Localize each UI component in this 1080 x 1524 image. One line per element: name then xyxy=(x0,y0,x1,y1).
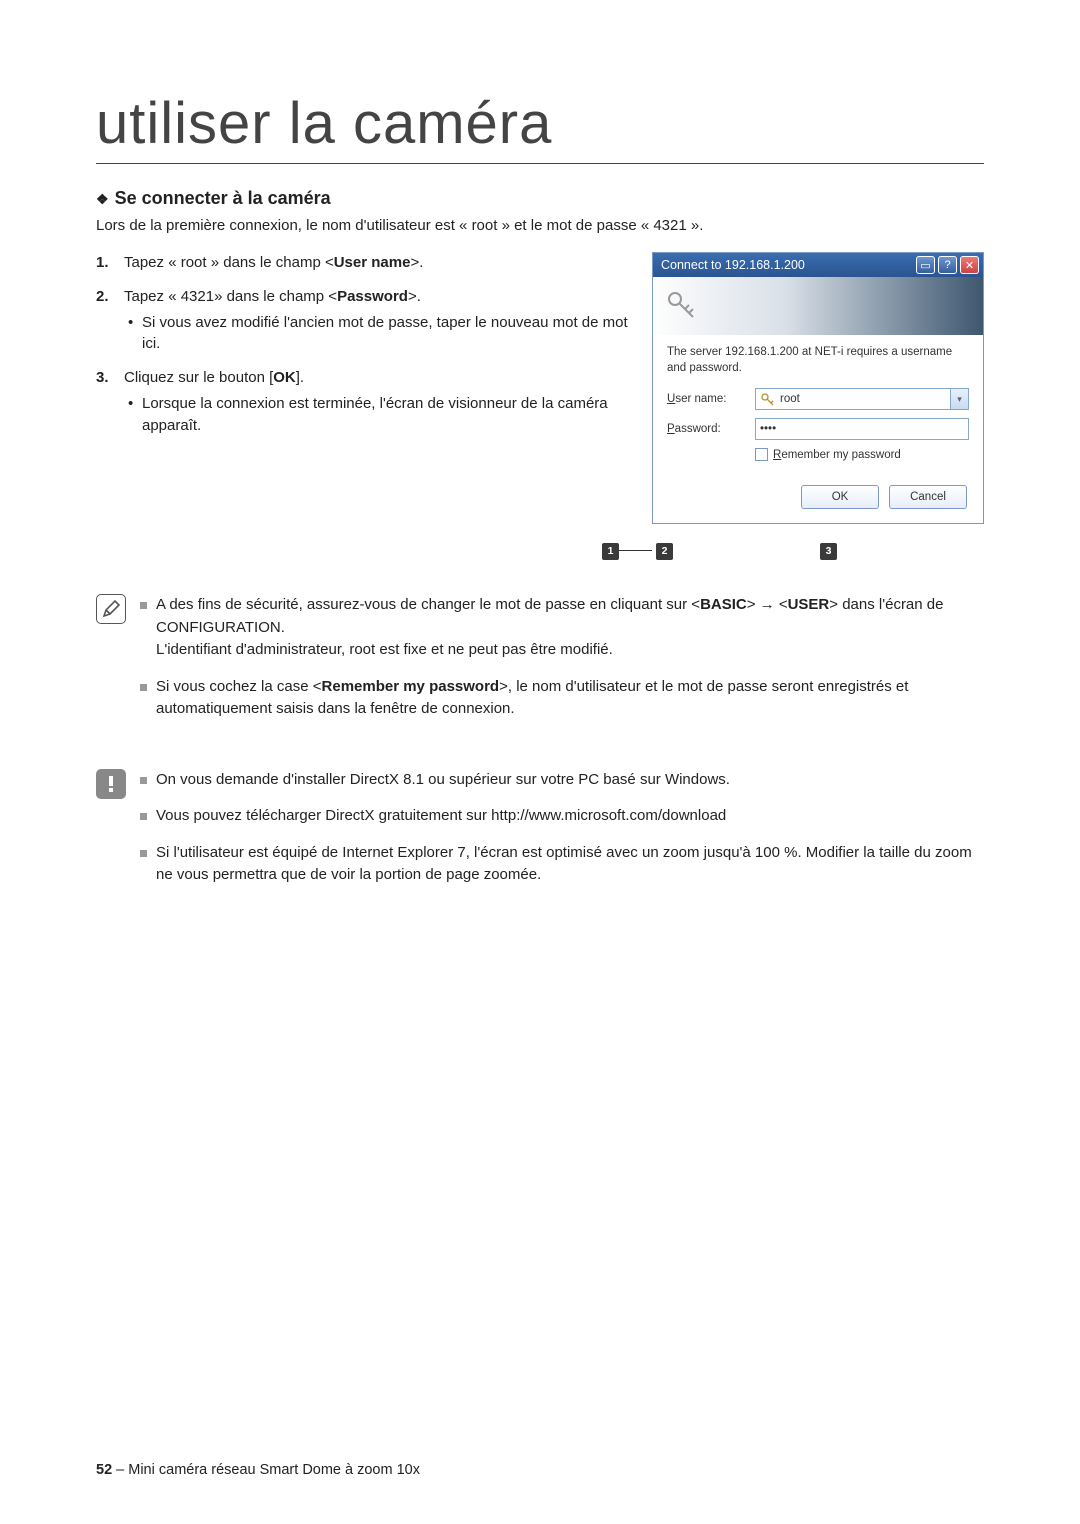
step-3-sub: Lorsque la connexion est terminée, l'écr… xyxy=(142,393,642,437)
username-input[interactable]: root ▾ xyxy=(755,388,969,410)
username-label: User name: xyxy=(667,393,745,405)
remember-row[interactable]: Remember my password xyxy=(667,448,969,461)
note2-item-a: On vous demande d'installer DirectX 8.1 … xyxy=(140,769,984,792)
step-2: 2. Tapez « 4321» dans le champ <Password… xyxy=(124,286,642,355)
step-2-bold: Password xyxy=(337,288,408,305)
callout-marker-1: 1 xyxy=(602,543,619,560)
footer-text: – Mini caméra réseau Smart Dome à zoom 1… xyxy=(112,1462,420,1478)
step-3: 3. Cliquez sur le bouton [OK]. Lorsque l… xyxy=(124,367,642,436)
step-3-bold: OK xyxy=(273,369,296,386)
step-1: 1. Tapez « root » dans le champ <User na… xyxy=(124,252,642,274)
password-label: Password: xyxy=(667,423,745,435)
step-3-pre: Cliquez sur le bouton [ xyxy=(124,369,273,386)
callout-marker-2: 2 xyxy=(656,543,673,560)
dialog-message: The server 192.168.1.200 at NET-i requir… xyxy=(667,345,969,376)
close-icon[interactable]: ✕ xyxy=(960,256,979,274)
step-1-post: >. xyxy=(410,254,423,271)
keys-icon xyxy=(663,287,699,326)
note1-item-a: A des fins de sécurité, assurez-vous de … xyxy=(140,594,984,662)
pencil-note-icon xyxy=(96,594,126,624)
callout-marker-3: 3 xyxy=(820,543,837,560)
page-number: 52 xyxy=(96,1462,112,1478)
password-input[interactable]: •••• xyxy=(755,418,969,440)
requirements-note: On vous demande d'installer DirectX 8.1 … xyxy=(96,769,984,901)
alert-icon xyxy=(96,769,126,799)
dialog-title: Connect to 192.168.1.200 xyxy=(661,258,805,272)
ok-button[interactable]: OK xyxy=(801,485,879,509)
step-1-bold: User name xyxy=(334,254,411,271)
remember-checkbox[interactable] xyxy=(755,448,768,461)
step-3-post: ]. xyxy=(296,369,304,386)
step-1-pre: Tapez « root » dans le champ < xyxy=(124,254,334,271)
security-note: A des fins de sécurité, assurez-vous de … xyxy=(96,594,984,735)
diamond-icon: ❖ xyxy=(96,191,109,207)
cancel-button[interactable]: Cancel xyxy=(889,485,967,509)
note2-item-c: Si l'utilisateur est équipé de Internet … xyxy=(140,842,984,887)
username-dropdown-icon[interactable]: ▾ xyxy=(950,389,968,409)
note1-item-b: Si vous cochez la case <Remember my pass… xyxy=(140,676,984,721)
help-icon[interactable]: ? xyxy=(938,256,957,274)
note2-item-b: Vous pouvez télécharger DirectX gratuite… xyxy=(140,805,984,828)
step-2-post: >. xyxy=(408,288,421,305)
section-heading-text: Se connecter à la caméra xyxy=(115,188,331,208)
section-heading: ❖ Se connecter à la caméra xyxy=(96,188,984,209)
password-value: •••• xyxy=(760,423,776,435)
remember-label: Remember my password xyxy=(773,449,901,461)
page-footer: 52 – Mini caméra réseau Smart Dome à zoo… xyxy=(96,1462,420,1478)
user-key-icon xyxy=(760,392,775,407)
page-title: utiliser la caméra xyxy=(96,90,984,164)
login-dialog: Connect to 192.168.1.200 ▭ ? ✕ The serve… xyxy=(652,252,984,560)
minimize-icon[interactable]: ▭ xyxy=(916,256,935,274)
intro-text: Lors de la première connexion, le nom d'… xyxy=(96,217,984,234)
step-2-sub: Si vous avez modifié l'ancien mot de pas… xyxy=(142,312,642,356)
username-value: root xyxy=(780,393,800,405)
step-2-pre: Tapez « 4321» dans le champ < xyxy=(124,288,337,305)
